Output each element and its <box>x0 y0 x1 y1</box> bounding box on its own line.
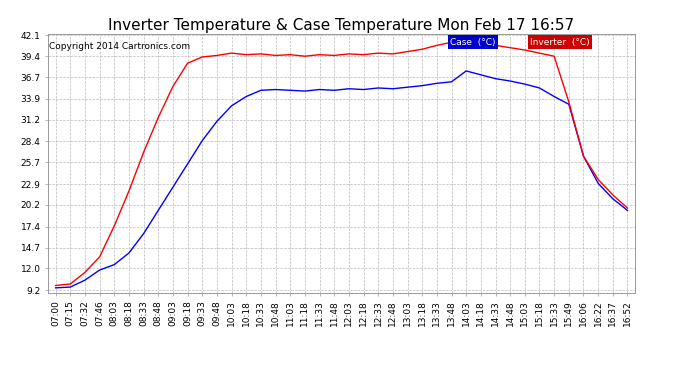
Title: Inverter Temperature & Case Temperature Mon Feb 17 16:57: Inverter Temperature & Case Temperature … <box>108 18 575 33</box>
Text: Case  (°C): Case (°C) <box>450 38 495 46</box>
Text: Inverter  (°C): Inverter (°C) <box>531 38 590 46</box>
Text: Copyright 2014 Cartronics.com: Copyright 2014 Cartronics.com <box>50 42 190 51</box>
